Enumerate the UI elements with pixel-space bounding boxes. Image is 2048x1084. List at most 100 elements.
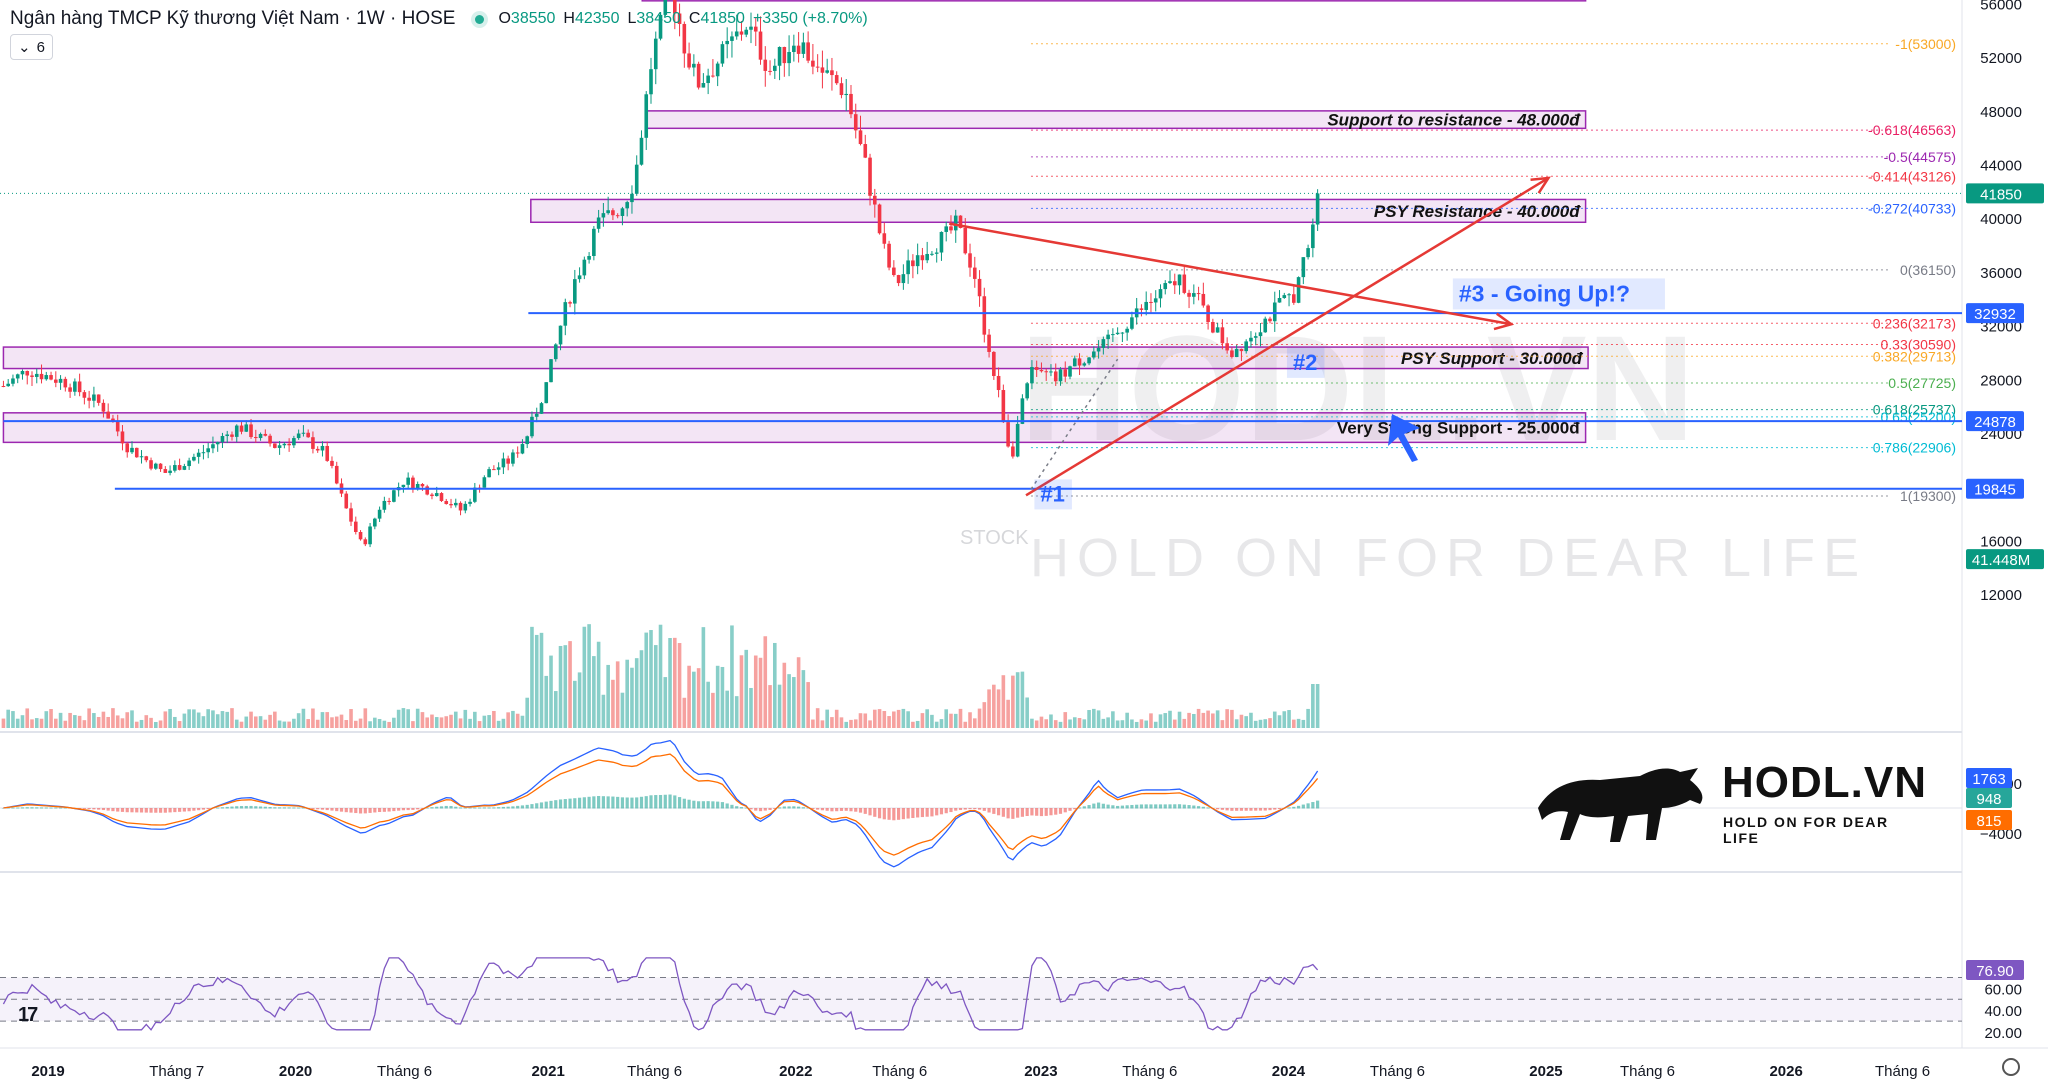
candle-body [463,503,468,511]
volume-bar [315,719,320,728]
volume-bar [158,720,163,728]
rsi-tag [1966,959,2024,980]
candle-body [1053,371,1058,382]
macd-histogram-bar [930,808,934,817]
candle-body [1101,339,1106,348]
candle-body [982,296,987,335]
macd-histogram-bar [816,808,820,810]
volume-bar [1172,719,1177,728]
macd-histogram-bar [192,808,196,811]
volume-bar [444,716,449,728]
rsi-tick-label: 40.00 [1984,1003,2022,1020]
indicators-toggle[interactable]: ⌄ 6 [10,34,53,60]
volume-bar [1192,713,1196,728]
candle-body [15,374,20,379]
candle-body [549,359,553,383]
candle-body [630,193,634,203]
macd-histogram-bar [935,808,939,816]
volume-bar [1296,718,1301,728]
candle-body [420,484,425,487]
candle-body [411,477,415,489]
tradingview-logo-icon[interactable]: 17 [18,1004,38,1026]
macd-histogram-bar [78,808,82,809]
candle-body [273,443,277,448]
volume-bar [420,712,425,728]
candle-body [1192,293,1196,297]
volume-bar [972,718,977,728]
volume-bar [863,713,868,728]
volume-bar [144,715,149,728]
volume-bar [1144,720,1149,728]
volume-bar [520,715,525,728]
volume-bar [339,714,344,728]
macd-histogram-bar [1177,804,1182,809]
time-tick-label: Tháng 6 [872,1063,927,1080]
volume-bar [1130,719,1134,728]
candle-body [6,383,10,387]
volume-bar [653,645,658,728]
macd-histogram-bar [1020,808,1025,817]
volume-bar [125,712,130,728]
macd-histogram-bar [863,808,867,814]
candle-body [906,260,910,275]
time-tick-label: 2023 [1024,1063,1057,1080]
volume-bar [834,709,839,728]
macd-histogram-bar [297,807,301,809]
volume-bar [492,710,496,728]
volume-bar [44,711,49,728]
volume-bar [139,719,144,728]
candle-body [406,477,410,485]
volume-bar [230,708,234,728]
macd-histogram-bar [839,808,844,811]
volume-bar [620,692,625,728]
volume-bar [434,717,439,728]
candle-body [473,487,477,502]
macd-histogram-bar [663,794,667,809]
candle-body [758,31,763,60]
volume-bar [944,709,949,728]
volume-bar [887,716,891,728]
macd-histogram-bar [435,806,439,809]
volume-bar [77,715,82,728]
macd-histogram-bar [301,807,306,809]
macd-histogram-bar [668,794,672,809]
zone-rect [530,198,1587,224]
candle-body [515,452,520,454]
volume-bar [368,721,372,728]
candle-body [696,63,701,88]
gear-icon[interactable] [2002,1058,2020,1076]
candle-body [649,69,653,95]
volume-bar [687,665,691,728]
volume-bar [901,708,906,728]
volume-bar [587,624,591,728]
volume-bar [292,718,296,728]
volume-bar [534,634,539,728]
candle-body [1187,292,1191,297]
candle-body [934,252,939,254]
macd-histogram-bar [1239,808,1244,811]
volume-bar [1015,672,1020,728]
candle-body [711,75,715,77]
volume-bar [496,720,501,728]
symbol-title[interactable]: Ngân hàng TMCP Kỹ thương Việt Nam · 1W ·… [10,8,456,29]
volume-bar [106,716,110,728]
macd-histogram-bar [820,808,825,811]
volume-bar [773,642,777,728]
macd-histogram-bar [454,806,458,809]
macd-histogram-bar [392,808,396,812]
volume-bar [201,716,206,728]
time-tick-label: Tháng 7 [149,1063,204,1080]
volume-bar [373,717,377,728]
price-tick-label: 40000 [1980,211,2022,228]
candle-body [663,0,668,15]
candle-body [1253,336,1258,338]
zone-rect [2,346,1589,370]
candle-body [387,500,391,502]
fib-label: 0(36150) [1900,262,1956,278]
macd-histogram-bar [635,797,639,809]
volume-bar [568,641,572,728]
volume-bar [439,717,444,728]
candle-body [763,59,768,71]
candle-body [949,226,953,231]
volume-bar [115,715,120,728]
